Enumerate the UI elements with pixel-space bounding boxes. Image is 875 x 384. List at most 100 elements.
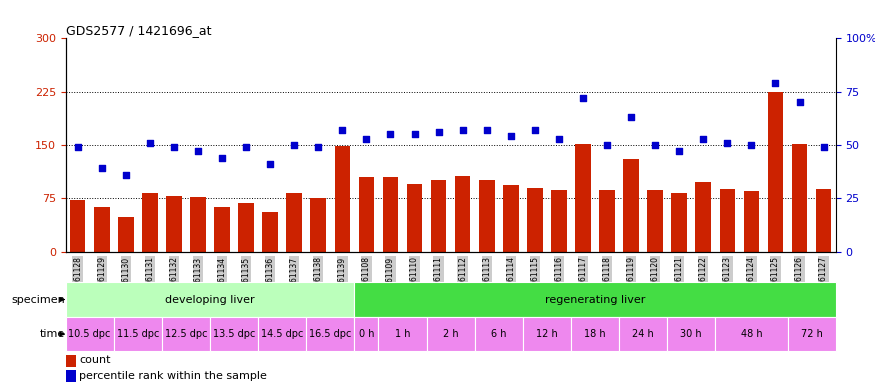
Bar xyxy=(162,317,210,351)
Bar xyxy=(359,177,374,252)
Point xyxy=(504,133,518,139)
Bar xyxy=(523,317,571,351)
Bar xyxy=(382,177,398,252)
Point xyxy=(287,142,301,148)
Text: 12 h: 12 h xyxy=(536,329,557,339)
Bar xyxy=(166,196,182,252)
Text: 18 h: 18 h xyxy=(584,329,605,339)
Point xyxy=(528,127,542,133)
Bar xyxy=(262,212,278,252)
Text: 13.5 dpc: 13.5 dpc xyxy=(213,329,256,339)
Text: 10.5 dpc: 10.5 dpc xyxy=(68,329,111,339)
Text: GDS2577 / 1421696_at: GDS2577 / 1421696_at xyxy=(66,24,211,37)
Point xyxy=(360,136,374,142)
Bar xyxy=(575,144,591,252)
Bar xyxy=(571,317,620,351)
Point xyxy=(191,148,205,154)
Text: 30 h: 30 h xyxy=(681,329,702,339)
Bar xyxy=(503,185,519,252)
Bar xyxy=(719,189,735,252)
Bar xyxy=(716,317,788,351)
Point xyxy=(312,144,326,150)
Text: specimen: specimen xyxy=(11,295,65,305)
Point xyxy=(480,127,494,133)
Point xyxy=(456,127,470,133)
Bar xyxy=(407,184,423,252)
Text: 48 h: 48 h xyxy=(740,329,762,339)
Bar xyxy=(354,317,379,351)
Bar xyxy=(258,317,306,351)
Point xyxy=(720,140,734,146)
Text: percentile rank within the sample: percentile rank within the sample xyxy=(80,371,268,381)
Bar xyxy=(114,317,162,351)
Bar xyxy=(623,159,639,252)
Point xyxy=(383,131,397,137)
Bar xyxy=(668,317,716,351)
Text: 0 h: 0 h xyxy=(359,329,374,339)
Text: 11.5 dpc: 11.5 dpc xyxy=(116,329,159,339)
Bar xyxy=(696,182,711,252)
Text: 24 h: 24 h xyxy=(633,329,654,339)
Point xyxy=(431,129,445,135)
Bar xyxy=(210,317,258,351)
Bar xyxy=(379,317,427,351)
Bar xyxy=(788,317,836,351)
Bar xyxy=(599,190,615,252)
Bar xyxy=(479,180,494,252)
Bar xyxy=(66,317,114,351)
Bar xyxy=(286,192,302,252)
Bar xyxy=(475,317,523,351)
Point xyxy=(239,144,253,150)
Text: developing liver: developing liver xyxy=(165,295,255,305)
Bar xyxy=(430,180,446,252)
Bar xyxy=(767,92,783,252)
Bar xyxy=(66,370,75,382)
Bar xyxy=(306,317,354,351)
Bar xyxy=(190,197,206,252)
Text: 1 h: 1 h xyxy=(395,329,410,339)
Point xyxy=(624,114,638,120)
Bar xyxy=(311,198,326,252)
Bar xyxy=(455,175,471,252)
Point xyxy=(215,155,229,161)
Bar xyxy=(334,146,350,252)
Bar xyxy=(354,282,836,317)
Bar xyxy=(214,207,230,252)
Bar xyxy=(527,188,542,252)
Point xyxy=(576,95,590,101)
Point xyxy=(648,142,662,148)
Bar xyxy=(66,282,354,317)
Point xyxy=(94,166,108,172)
Point xyxy=(816,144,830,150)
Text: 6 h: 6 h xyxy=(491,329,507,339)
Bar xyxy=(66,355,75,367)
Bar xyxy=(118,217,134,252)
Bar xyxy=(551,190,567,252)
Bar xyxy=(671,193,687,252)
Point xyxy=(793,99,807,106)
Point xyxy=(71,144,85,150)
Point xyxy=(119,172,133,178)
Bar xyxy=(142,193,158,252)
Bar xyxy=(792,144,808,252)
Point xyxy=(768,80,782,86)
Bar xyxy=(648,190,663,252)
Point xyxy=(552,136,566,142)
Bar xyxy=(238,203,254,252)
Text: count: count xyxy=(80,356,111,366)
Point xyxy=(672,148,686,154)
Text: 2 h: 2 h xyxy=(443,329,458,339)
Text: 16.5 dpc: 16.5 dpc xyxy=(309,329,352,339)
Point xyxy=(408,131,422,137)
Point xyxy=(263,161,277,167)
Point xyxy=(143,140,157,146)
Bar xyxy=(70,200,86,252)
Point xyxy=(745,142,759,148)
Bar xyxy=(744,191,760,252)
Bar xyxy=(94,207,109,252)
Point xyxy=(335,127,349,133)
Text: regenerating liver: regenerating liver xyxy=(545,295,645,305)
Bar xyxy=(816,189,831,252)
Point xyxy=(600,142,614,148)
Text: 14.5 dpc: 14.5 dpc xyxy=(261,329,304,339)
